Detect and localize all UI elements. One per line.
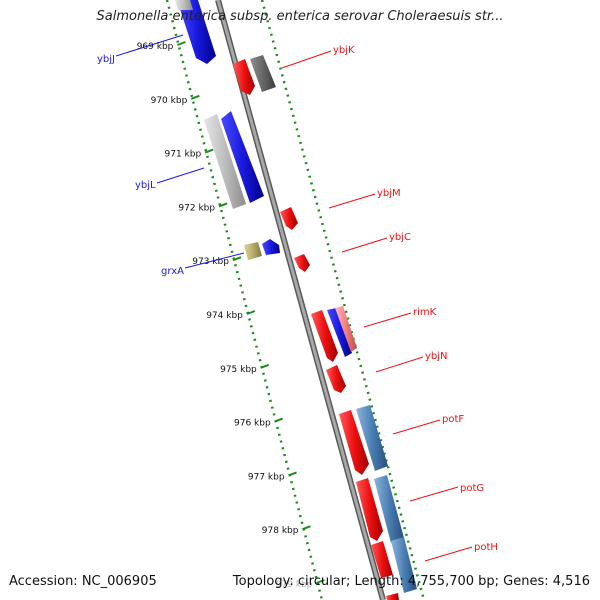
- gene-label-ybjC[interactable]: ybjC: [389, 232, 411, 243]
- gene-label-ybjJ[interactable]: ybjJ: [97, 54, 115, 65]
- gene-feature-ybjC[interactable]: [294, 254, 310, 272]
- ruler-tick-label: 969 kbp: [137, 42, 174, 52]
- gene-feature-ybjL[interactable]: [221, 111, 264, 203]
- map-title: Salmonella enterica subsp. enterica sero…: [96, 9, 504, 24]
- gene-label-ybjK[interactable]: ybjK: [333, 45, 355, 56]
- gene-feature-ybjN[interactable]: [326, 365, 346, 393]
- label-line-ybjN: [375, 356, 424, 373]
- ruler-tick: [246, 310, 256, 315]
- gene-feature-ybjK[interactable]: [250, 55, 276, 92]
- label-line-ybjJ: [115, 34, 184, 57]
- ruler-tick-label: 973 kbp: [192, 257, 229, 267]
- gene-label-ybjL[interactable]: ybjL: [135, 180, 156, 191]
- gene-feature-potG[interactable]: [356, 478, 383, 541]
- ruler-tick: [302, 525, 311, 531]
- label-line-ybjL: [156, 167, 205, 184]
- gene-label-rimK[interactable]: rimK: [413, 307, 437, 318]
- inner-ruler-line: [165, 0, 324, 600]
- label-line-potG: [409, 486, 459, 502]
- accession-label: Accession: NC_006905: [9, 574, 157, 589]
- gene-feature-potG-steel[interactable]: [374, 475, 404, 543]
- label-line-potF: [392, 419, 441, 435]
- gene-feature-potH[interactable]: [371, 541, 393, 578]
- gene-feature-grxA[interactable]: [262, 239, 280, 255]
- gene-feature-ybjK-red[interactable]: [233, 59, 255, 95]
- ruler-tick-label: 979 kbp: [276, 580, 313, 590]
- gene-feature-rimK-blue[interactable]: [327, 308, 352, 357]
- ruler-tick-label: 972 kbp: [178, 203, 215, 213]
- ruler-tick: [274, 417, 284, 423]
- gene-feature-rimK[interactable]: [311, 310, 338, 362]
- gene-label-grxA[interactable]: grxA: [161, 266, 184, 277]
- ruler-tick: [232, 256, 242, 262]
- ruler-tick: [204, 148, 214, 154]
- outer-ruler-line: [260, 0, 426, 600]
- gene-label-potH[interactable]: potH: [474, 542, 498, 553]
- label-line-rimK: [363, 312, 412, 328]
- ruler-tick: [316, 579, 325, 584]
- gene-feature-potF-steel[interactable]: [356, 405, 388, 471]
- topology-label: Topology: circular; Length: 4,755,700 bp…: [232, 574, 590, 589]
- ruler-tick-label: 976 kbp: [234, 419, 271, 429]
- label-line-ybjK: [281, 50, 332, 69]
- label-line-grxA: [184, 252, 245, 269]
- gene-feature-ybjJ-upstream[interactable]: [175, 0, 193, 10]
- ruler-tick: [190, 94, 200, 100]
- gene-feature-grxA-olive[interactable]: [244, 242, 262, 260]
- gene-label-potG[interactable]: potG: [460, 483, 484, 494]
- ruler-tick: [288, 471, 297, 477]
- gene-label-ybjN[interactable]: ybjN: [425, 351, 448, 362]
- ruler-tick: [260, 363, 270, 369]
- gene-feature-potH-steel[interactable]: [391, 537, 417, 593]
- ruler-tick-label: 970 kbp: [151, 96, 188, 106]
- ruler-ticks: 969 kbp 970 kbp 971 kbp 972 kbp 973 kbp 974 k…: [137, 41, 325, 590]
- gene-label-potF[interactable]: potF: [442, 414, 464, 425]
- ruler-tick-label: 978 kbp: [262, 526, 299, 536]
- gene-feature-ybjL-gray[interactable]: [204, 114, 246, 209]
- ruler-tick-label: 977 kbp: [248, 472, 285, 482]
- label-line-ybjM: [328, 193, 376, 209]
- gene-label-ybjM[interactable]: ybjM: [377, 188, 401, 199]
- ruler-tick-label: 971 kbp: [165, 150, 202, 160]
- ruler-tick-label: 975 kbp: [220, 365, 257, 375]
- gene-feature-potH-tail[interactable]: [386, 593, 399, 600]
- ruler-tick: [177, 41, 186, 46]
- label-line-ybjC: [341, 237, 388, 253]
- ruler-tick: [218, 202, 228, 208]
- gene-feature-ybjJ[interactable]: [177, 0, 216, 64]
- label-line-potH: [424, 546, 473, 562]
- gene-feature-ybjM[interactable]: [280, 207, 298, 230]
- gene-feature-rimK-pink[interactable]: [335, 306, 357, 352]
- ruler-tick-label: 974 kbp: [206, 311, 243, 321]
- gene-feature-potF[interactable]: [339, 410, 369, 475]
